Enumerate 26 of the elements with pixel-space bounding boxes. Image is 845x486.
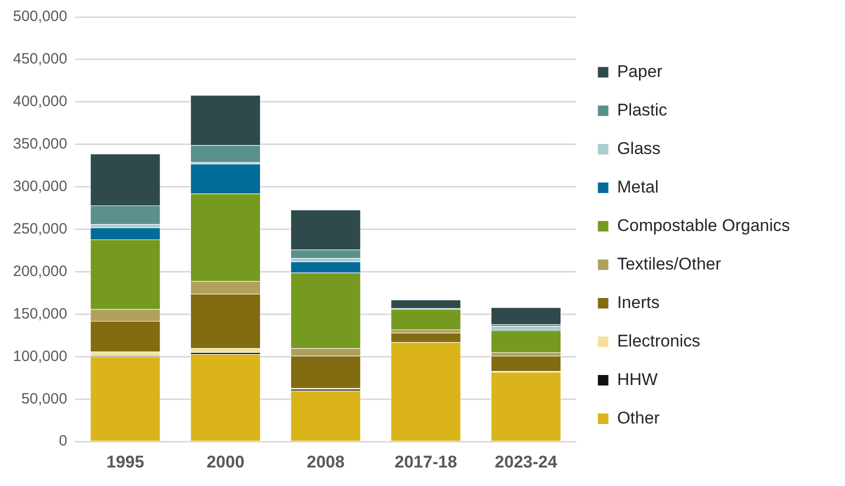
y-tick-label: 150,000 <box>12 305 68 322</box>
legend-label: Paper <box>617 62 663 81</box>
x-tick-label: 2023-24 <box>494 452 558 472</box>
legend-label: Electronics <box>617 331 700 350</box>
legend-label: Glass <box>617 138 661 158</box>
y-tick-label: 250,000 <box>12 220 68 238</box>
y-tick-label: 50,000 <box>21 390 68 408</box>
x-tick-label: 2017-18 <box>394 452 458 472</box>
legend-label: Inerts <box>617 292 660 312</box>
y-tick-label: 350,000 <box>12 136 68 153</box>
legend-label: Other <box>617 408 660 428</box>
y-tick-label: 200,000 <box>12 262 68 280</box>
legend-label: Metal <box>617 177 659 196</box>
y-tick-label: 0 <box>58 432 68 450</box>
y-tick-label: 400,000 <box>12 93 68 110</box>
legend-label: HHW <box>617 370 658 389</box>
x-tick-label: 2008 <box>306 452 345 472</box>
x-tick-label: 2000 <box>206 452 244 472</box>
x-tick-label: 1995 <box>106 452 144 472</box>
y-tick-label: 450,000 <box>12 50 68 68</box>
legend-label: Plastic <box>617 100 668 120</box>
legend-label: Textiles/Other <box>617 254 722 274</box>
y-tick-label: 500,000 <box>12 8 68 26</box>
y-tick-label: 300,000 <box>12 178 68 195</box>
y-tick-label: 100,000 <box>12 348 68 365</box>
legend-label: Compostable Organics <box>617 216 790 235</box>
